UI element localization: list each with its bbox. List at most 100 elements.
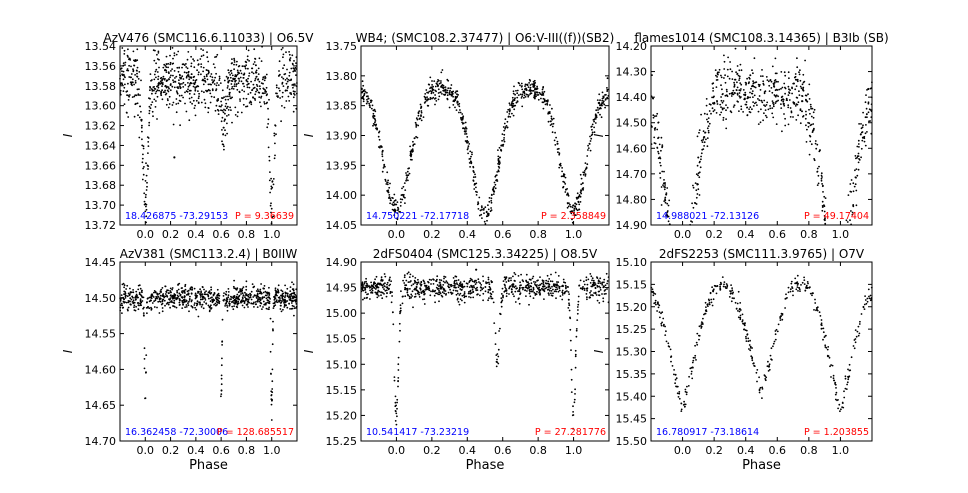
- data-point: [260, 97, 262, 99]
- data-point: [541, 91, 544, 93]
- data-point: [459, 284, 462, 287]
- data-point: [141, 157, 144, 160]
- data-point: [447, 291, 450, 294]
- data-point: [144, 397, 146, 400]
- data-point: [538, 286, 541, 289]
- data-point: [868, 297, 871, 300]
- data-point: [436, 288, 439, 290]
- data-point: [448, 106, 451, 109]
- data-point: [220, 383, 223, 386]
- data-point: [271, 380, 274, 383]
- data-point: [741, 313, 744, 316]
- data-point: [269, 298, 271, 300]
- data-point: [723, 283, 725, 286]
- data-point: [187, 85, 190, 88]
- data-point: [728, 77, 731, 80]
- data-point: [723, 107, 725, 110]
- data-point: [216, 82, 219, 84]
- data-point: [246, 55, 249, 58]
- data-point: [405, 279, 408, 282]
- data-point: [437, 293, 440, 296]
- data-point: [361, 80, 364, 83]
- data-point: [261, 78, 264, 81]
- data-point: [292, 283, 295, 286]
- data-point: [841, 401, 844, 404]
- data-point: [835, 391, 838, 394]
- data-point: [463, 301, 466, 304]
- data-point: [435, 280, 437, 282]
- data-point: [165, 55, 168, 58]
- data-point: [586, 298, 588, 301]
- data-point: [247, 77, 250, 80]
- data-point: [121, 82, 123, 84]
- data-point: [145, 371, 147, 374]
- data-point: [788, 99, 791, 101]
- data-point: [242, 103, 245, 106]
- data-point: [195, 294, 198, 297]
- x-tick-label: 0.2: [162, 228, 180, 241]
- data-point: [464, 121, 467, 124]
- data-point: [138, 284, 141, 287]
- data-point: [798, 288, 801, 291]
- data-point: [803, 276, 805, 279]
- data-point: [393, 379, 396, 382]
- data-point: [276, 95, 278, 97]
- data-point: [244, 67, 247, 70]
- data-point: [208, 291, 211, 294]
- data-point: [702, 317, 704, 320]
- data-point: [370, 288, 373, 290]
- data-point: [784, 307, 786, 309]
- data-point: [725, 109, 727, 112]
- data-point: [468, 162, 471, 164]
- data-point: [185, 63, 187, 65]
- data-point: [258, 292, 261, 295]
- data-point: [446, 282, 449, 284]
- data-point: [247, 67, 249, 70]
- data-point: [456, 298, 459, 301]
- data-point: [498, 163, 501, 166]
- data-point: [700, 325, 703, 328]
- data-point: [129, 81, 132, 84]
- data-point: [554, 271, 557, 274]
- data-point: [416, 292, 419, 295]
- data-point: [173, 297, 175, 299]
- data-point: [160, 76, 163, 79]
- data-point: [868, 295, 870, 298]
- data-point: [652, 116, 655, 119]
- data-point: [587, 149, 589, 151]
- data-point: [274, 124, 277, 127]
- data-point: [479, 294, 481, 297]
- panel-3: 0.0 0.2 0.4 0.6 0.8 1.014.2014.3014.4014.5014…: [592, 31, 889, 241]
- data-point: [815, 309, 817, 312]
- data-point: [657, 137, 659, 140]
- data-point: [729, 290, 731, 292]
- data-point: [844, 375, 847, 378]
- data-point: [137, 304, 140, 306]
- data-point: [556, 281, 558, 283]
- data-point: [294, 90, 296, 93]
- data-point: [138, 88, 140, 91]
- data-point: [486, 219, 488, 222]
- data-point: [193, 60, 196, 62]
- data-point: [661, 146, 663, 149]
- data-point: [456, 93, 458, 95]
- data-point: [416, 283, 418, 286]
- data-point: [153, 300, 156, 303]
- x-tick-label: 0.6: [494, 444, 512, 457]
- data-point: [281, 290, 284, 293]
- data-point: [184, 102, 186, 105]
- data-point: [256, 300, 259, 303]
- data-point: [456, 90, 459, 93]
- data-point: [148, 112, 151, 115]
- data-point: [133, 83, 136, 86]
- data-point: [583, 289, 586, 291]
- data-point: [525, 83, 527, 86]
- data-point: [439, 287, 442, 290]
- data-point: [245, 285, 248, 288]
- data-point: [189, 287, 192, 290]
- data-point: [209, 300, 212, 303]
- data-point: [124, 293, 126, 296]
- data-point: [443, 93, 445, 96]
- data-point: [787, 94, 790, 96]
- data-point: [480, 286, 483, 289]
